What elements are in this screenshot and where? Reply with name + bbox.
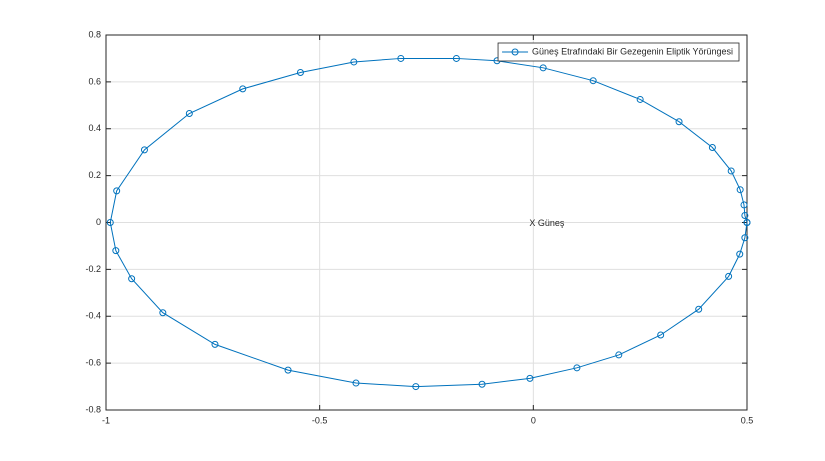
legend-box bbox=[497, 42, 740, 62]
data-point bbox=[725, 272, 733, 280]
data-point bbox=[352, 379, 360, 387]
legend-label: Güneş Etrafındaki Bir Gezegenin Eliptik … bbox=[532, 46, 733, 56]
y-tick-label: -0.6 bbox=[85, 358, 101, 368]
data-point bbox=[727, 167, 735, 175]
y-tick-label: 0.2 bbox=[88, 170, 101, 180]
annotation: X Güneş bbox=[529, 218, 565, 228]
data-point bbox=[741, 234, 749, 242]
data-point bbox=[743, 219, 751, 226]
data-point bbox=[478, 380, 486, 388]
data-point bbox=[740, 201, 748, 209]
x-tick-label: 0 bbox=[531, 415, 536, 425]
data-point bbox=[695, 305, 703, 313]
x-tick-label: -0.5 bbox=[312, 415, 328, 425]
data-point bbox=[296, 69, 304, 76]
data-point bbox=[350, 58, 358, 66]
y-tick-label: 0.8 bbox=[88, 29, 101, 39]
data-point bbox=[284, 366, 292, 374]
legend: Güneş Etrafındaki Bir Gezegenin Eliptik … bbox=[497, 42, 740, 62]
data-point bbox=[113, 187, 121, 195]
data-point bbox=[106, 219, 114, 226]
data-point bbox=[112, 247, 120, 255]
data-point bbox=[412, 383, 420, 391]
y-tick-label: -0.4 bbox=[85, 311, 101, 321]
legend-marker bbox=[511, 48, 519, 56]
data-point bbox=[675, 118, 683, 126]
data-point bbox=[185, 110, 193, 118]
data-point bbox=[128, 275, 136, 283]
data-point bbox=[526, 374, 534, 382]
data-point bbox=[397, 54, 405, 62]
data-point bbox=[636, 95, 644, 103]
y-tick-label: 0.4 bbox=[88, 123, 101, 133]
data-point bbox=[741, 211, 749, 219]
y-tick-label: -0.2 bbox=[85, 264, 101, 274]
y-tick-label: -0.8 bbox=[85, 404, 101, 414]
data-point bbox=[573, 364, 581, 372]
x-tick-label: -1 bbox=[102, 415, 110, 425]
data-point bbox=[615, 351, 623, 359]
y-tick-label: 0.6 bbox=[88, 76, 101, 86]
data-point bbox=[539, 64, 547, 72]
series-line bbox=[109, 57, 748, 388]
x-tick-label: 0.5 bbox=[741, 415, 754, 425]
data-point bbox=[239, 85, 247, 93]
y-tick-label: 0 bbox=[96, 217, 101, 227]
data-point bbox=[736, 186, 744, 194]
data-point bbox=[140, 146, 148, 154]
data-point bbox=[452, 54, 460, 62]
data-point bbox=[159, 309, 167, 317]
data-point bbox=[211, 340, 219, 348]
data-point bbox=[657, 331, 665, 339]
data-point bbox=[736, 250, 744, 258]
data-point bbox=[708, 144, 716, 151]
data-point bbox=[589, 77, 597, 85]
